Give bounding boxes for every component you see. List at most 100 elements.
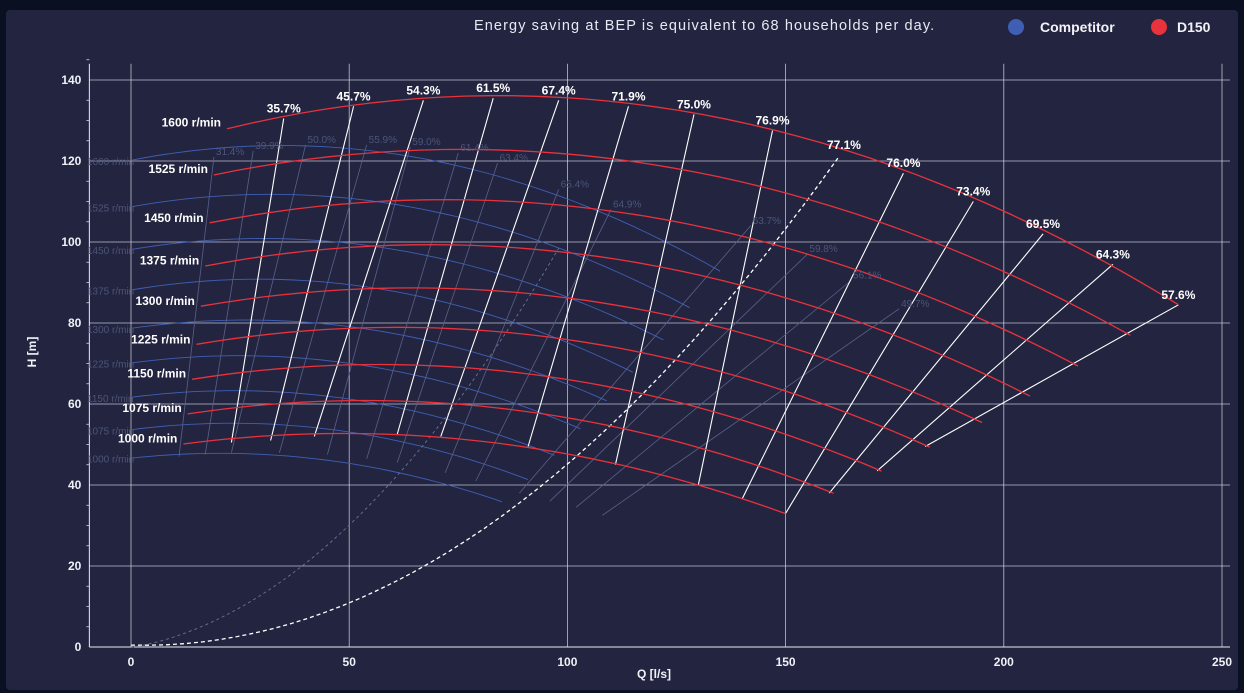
d150-bep-label: 77.1% [827,138,861,152]
d150-speed-label-1150-r-min: 1150 r/min [127,367,186,381]
energy-saving-note: Energy saving at BEP is equivalent to 68… [474,18,936,34]
d150-curve-1600-r-min [226,95,1179,306]
d150-series [130,95,1179,646]
competitor-efficiency-label-39-9: 39.9% [255,141,283,152]
d150-iso-line-57-6 [924,304,1179,447]
competitor-efficiency-label-59-8: 59.8% [809,244,837,255]
d150-curve-1075-r-min [187,399,834,494]
competitor-curve-1300-r-min [130,319,607,402]
competitor-efficiency-label-49-7: 49.7% [901,299,929,310]
y-tick-label-120: 120 [61,154,81,168]
d150-curve-1450-r-min [209,198,1079,367]
d150-efficiency-label-76-0: 76.0% [886,156,920,170]
legend-marker-d150 [1151,19,1167,35]
x-tick-label-0: 0 [128,655,135,669]
competitor-iso-line-0 [178,156,215,457]
y-tick-label-80: 80 [68,316,82,330]
d150-speed-label-1000-r-min: 1000 r/min [118,432,177,446]
competitor-iso-line-5 [366,152,459,459]
competitor-efficiency-label-63-4: 63.4% [500,153,528,164]
competitor-curve-1225-r-min [130,355,581,430]
competitor-iso-line-4 [327,146,411,455]
competitor-bep-curve [130,247,560,649]
y-tick-label-40: 40 [68,478,82,492]
competitor-speed-label-1300-r-min: 1300 r/min [87,325,134,336]
d150-efficiency-label-57-6: 57.6% [1161,288,1195,302]
competitor-iso-line-12 [602,308,900,516]
d150-speed-label-1600-r-min: 1600 r/min [162,116,221,130]
d150-curve-1375-r-min [205,244,1031,397]
competitor-speed-label-1150-r-min: 1150 r/min [87,394,134,405]
d150-iso-line-45-7 [270,106,355,441]
d150-efficiency-label-45-7: 45.7% [337,89,371,103]
competitor-efficiency-label-64-9: 64.9% [613,200,641,211]
d150-curve-1000-r-min [183,432,786,515]
legend-item-d150[interactable]: D150 [1151,17,1210,37]
competitor-efficiency-label-65-4: 65.4% [561,179,589,190]
competitor-series [130,144,900,649]
competitor-efficiency-label-59-0: 59.0% [412,137,440,148]
d150-efficiency-label-54-3: 54.3% [406,83,440,97]
x-axis-title: Q [l/s] [637,667,671,681]
d150-efficiency-label-76-9: 76.9% [755,114,789,128]
d150-iso-line-71-9 [527,106,630,447]
d150-iso-line-73-4 [785,201,974,514]
competitor-efficiency-label-63-7: 63.7% [753,216,781,227]
d150-curve-1525-r-min [213,148,1131,336]
d150-efficiency-label-73-4: 73.4% [956,185,990,199]
chart-panel [6,10,1238,690]
d150-bep-curve [130,157,839,646]
d150-curve-1225-r-min [196,326,930,448]
competitor-efficiency-label-31-4: 31.4% [216,147,244,158]
d150-efficiency-label-61-5: 61.5% [476,81,510,95]
competitor-speed-label-1225-r-min: 1225 r/min [87,360,134,371]
competitor-iso-line-2 [231,144,306,453]
competitor-iso-line-10 [549,253,808,502]
competitor-curve-1000-r-min [130,452,503,503]
competitor-efficiency-label-61-4: 61.4% [460,143,488,154]
d150-speed-label-1375-r-min: 1375 r/min [140,253,199,267]
competitor-speed-label-1525-r-min: 1525 r/min [87,204,134,215]
competitor-iso-line-1 [204,150,254,455]
d150-curve-1150-r-min [192,363,882,472]
competitor-curve-1600-r-min [130,145,721,272]
x-tick-label-150: 150 [776,655,796,669]
d150-speed-label-1075-r-min: 1075 r/min [122,401,181,415]
y-tick-label-0: 0 [75,640,82,654]
legend-item-competitor[interactable]: Competitor [1008,17,1115,37]
d150-iso-line-76-9 [697,130,774,486]
y-tick-label-100: 100 [61,235,81,249]
x-tick-label-250: 250 [1212,655,1232,669]
d150-iso-line-76-0 [741,172,904,500]
x-tick-label-100: 100 [557,655,577,669]
legend-label-competitor: Competitor [1040,19,1115,35]
competitor-curve-1525-r-min [130,193,690,309]
d150-iso-line-35-7 [230,118,285,443]
legend-label-d150: D150 [1177,19,1211,35]
axes: 0 50 100 150 200 250 0 20 40 60 80 100 120 140 [61,59,1232,669]
d150-efficiency-label-75-0: 75.0% [677,97,711,111]
d150-speed-label-1300-r-min: 1300 r/min [135,294,194,308]
competitor-curve-1375-r-min [130,278,634,373]
d150-iso-line-54-3 [313,100,424,437]
competitor-speed-label-1075-r-min: 1075 r/min [87,426,134,437]
d150-curve-1300-r-min [200,287,983,424]
x-tick-label-200: 200 [994,655,1014,669]
x-tick-label-50: 50 [343,655,357,669]
d150-speed-label-1525-r-min: 1525 r/min [149,162,208,176]
competitor-speed-label-1600-r-min: 1600 r/min [87,157,134,168]
d150-speed-label-1225-r-min: 1225 r/min [131,332,190,346]
competitor-iso-line-3 [279,144,368,453]
d150-speed-label-1450-r-min: 1450 r/min [144,211,203,225]
competitor-curve-1450-r-min [130,238,664,341]
competitor-iso-line-11 [575,280,852,508]
competitor-iso-line-7 [444,189,560,474]
d150-iso-line-69-5 [828,233,1044,494]
y-tick-label-20: 20 [68,559,82,573]
d150-efficiency-label-71-9: 71.9% [611,89,645,103]
competitor-iso-line-6 [396,162,498,463]
d150-iso-line-67-4 [440,100,560,437]
d150-iso-line-61-5 [396,98,494,435]
